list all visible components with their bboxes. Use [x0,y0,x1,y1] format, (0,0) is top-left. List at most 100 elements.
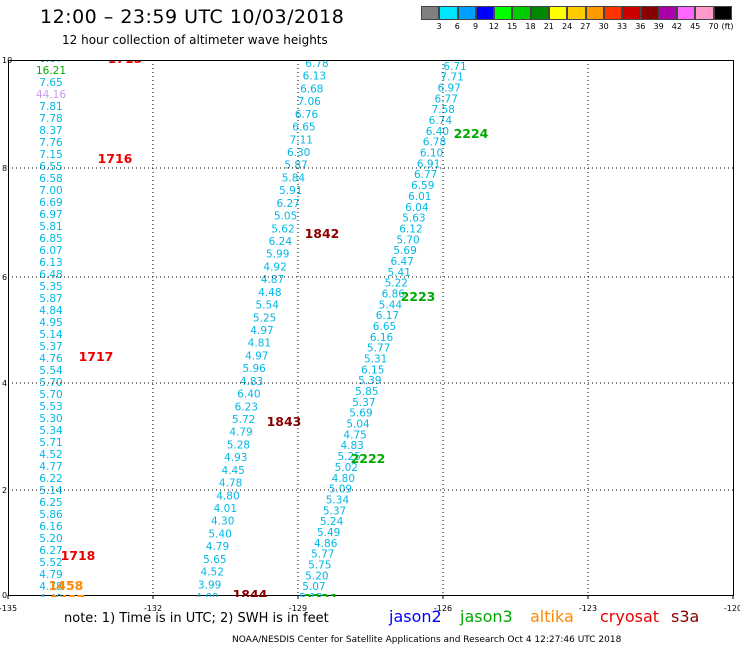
track-2221-wave-height: 5.85 [355,386,378,398]
legend-swatch [658,6,678,20]
track-1715-wave-height: 4.78 [39,581,62,593]
track-1842-wave-height: 4.80 [216,490,239,502]
track-2221-wave-height: 5.49 [317,527,340,539]
track-2221-wave-height: 6.86 [382,288,406,300]
track-2221-wave-height: 6.10 [420,148,443,160]
track-1715-wave-height: 5.87 [39,293,62,305]
legend-label: 6 [454,22,460,31]
track-1715-wave-height: 5.14 [39,485,63,497]
track-2221-wave-height: 6.78 [423,137,446,149]
track-1842-wave-height: 4.93 [224,452,247,464]
legend-label: 12 [488,22,499,31]
track-2221-wave-height: 5.24 [320,516,344,528]
track-1842-wave-height: 4.81 [248,338,271,350]
track-2221-wave-height: 6.12 [399,223,422,235]
track-1715-wave-height: 6.13 [39,257,62,269]
track-1842-wave-height: 6.24 [269,236,293,248]
track-1715-wave-height: 16.21 [36,65,66,77]
track-1842-wave-height: 4.97 [250,325,273,337]
legend-label: 36 [635,22,646,31]
track-1842-wave-height: 6.40 [237,389,260,401]
track-1715-wave-height: 4.79 [39,569,62,581]
track-1715-wave-height: 6.07 [39,245,62,257]
satellite-cryosat: cryosat [600,607,660,626]
track-2221-wave-height: 5.02 [335,462,358,474]
latitude-tick-label: 0 [2,591,7,600]
track-1842-wave-height: 4.92 [263,261,286,273]
track-1842-wave-height: 5.84 [282,172,306,184]
satellite-altika: altika [530,607,574,626]
latitude-tick-label: 6 [2,273,7,282]
track-1842-wave-height: 6.30 [287,147,310,159]
legend-label: 3 [436,22,442,31]
track-1715-wave-height: 7.00 [39,185,62,197]
legend-swatch [457,6,476,20]
map-plot-area[interactable]: 6.0716.217.6544.167.817.788.377.767.156.… [8,50,734,607]
track-1842-wave-height: 4.45 [221,465,244,477]
legend-label: 9 [473,22,479,31]
pass-time-label: 2223 [401,289,436,304]
legend-swatch [567,6,586,20]
satellite-jason2: jason2 [389,607,442,626]
altimeter-track-map: 6.0716.217.6544.167.817.788.377.767.156.… [36,50,489,607]
track-1715-wave-height: 8.37 [39,125,62,137]
track-2221-wave-height: 5.37 [323,505,346,517]
legend-swatch [585,6,604,20]
track-1842-wave-height: 4.48 [258,287,281,299]
pass-time-label: 1457 [51,592,86,597]
track-1842-wave-height: 4.87 [261,274,284,286]
track-1715-wave-height: 5.20 [39,533,62,545]
note-text: note: 1) Time is in UTC; 2) SWH is in fe… [64,611,329,626]
track-2221-wave-height: 5.69 [349,408,372,420]
track-1715-wave-height: 4.77 [39,461,62,473]
track-1715-wave-height: 5.34 [39,425,63,437]
longitude-tick-label: -135 [0,604,17,613]
track-2221-wave-height: 6.77 [435,93,458,105]
track-2221-wave-height: 4.75 [343,429,366,441]
latitude-tick-label: 4 [2,379,7,388]
track-1715-wave-height: 5.35 [39,281,62,293]
track-1715-wave-height: 5.37 [39,341,62,353]
track-1715-wave-height: 6.85 [39,233,62,245]
page-subtitle: 12 hour collection of altimeter wave hei… [62,33,328,47]
legend-label: 15 [507,22,518,31]
track-2221-wave-height: 6.77 [414,169,437,181]
track-1842-wave-height: 4.78 [219,478,242,490]
track-1842-wave-height: 5.72 [232,414,255,426]
track-1715-wave-height: 6.16 [39,521,63,533]
track-1842-wave-height: 5.40 [208,528,231,540]
track-1715-wave-height: 5.70 [39,377,62,389]
legend-label: 24 [562,22,573,31]
track-2221-wave-height: 5.34 [326,494,350,506]
legend-label: 18 [525,22,536,31]
track-2221-wave-height: 6.59 [411,180,434,192]
track-1715-wave-height: 6.48 [39,269,62,281]
track-2221-wave-height: 6.91 [417,158,440,170]
legend-swatch [622,6,641,20]
track-1842-wave-height: 5.54 [256,300,280,312]
track-1842-wave-height: 5.05 [274,211,297,223]
track-1715-wave-height: 7.15 [39,149,62,161]
track-2221-wave-height: 6.17 [376,310,399,322]
legend-label: 70 [708,22,719,31]
track-1842-wave-height: 4.30 [211,516,234,528]
track-2221-wave-height: 4.80 [332,473,355,485]
track-1715-wave-height: 5.30 [39,413,62,425]
color-legend [421,6,733,20]
track-1842-wave-height: 4.97 [245,350,268,362]
track-1842-wave-height: 4.01 [214,503,237,515]
track-1842-wave-height: 6.23 [235,401,258,413]
legend-label: 39 [653,22,664,31]
track-2221-wave-height: 5.37 [352,397,375,409]
track-1842-wave-height: 5.96 [242,363,266,375]
legend-swatch [530,6,550,20]
track-2221-wave-height: 6.01 [408,191,431,203]
longitude-tick-label: -120 [724,604,740,613]
pass-time-label: 2221 [304,591,339,597]
track-2221-wave-height: 5.04 [346,419,370,431]
track-1715-wave-height: 5.14 [39,329,63,341]
legend-label: 21 [543,22,554,31]
pass-time-label: 1717 [79,349,114,364]
track-2221-wave-height: 5.63 [402,213,425,225]
track-1842-wave-height: 5.62 [271,223,294,235]
